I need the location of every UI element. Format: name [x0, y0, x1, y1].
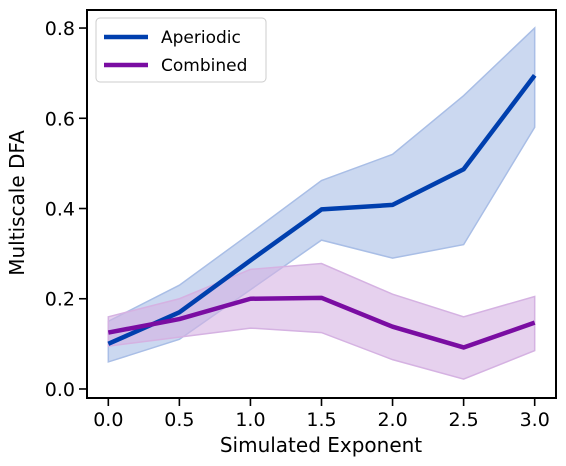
x-tick-label: 2.0	[377, 409, 407, 431]
line-aperiodic	[107, 74, 537, 346]
y-tick-label: 0.6	[45, 108, 75, 130]
legend-label-combined: Combined	[161, 56, 247, 76]
y-tick-label: 0.8	[45, 18, 75, 40]
x-tick-label: 3.0	[520, 409, 550, 431]
x-tick-label: 0.0	[93, 409, 123, 431]
y-axis-ticks: 0.0 0.2 0.4 0.6 0.8	[45, 18, 87, 401]
y-axis-label: Multiscale DFA	[5, 130, 29, 276]
x-axis-label: Simulated Exponent	[220, 433, 422, 457]
confidence-bands	[107, 26, 536, 380]
x-tick-label: 2.5	[449, 409, 479, 431]
x-axis-ticks: 0.0 0.5 1.0 1.5 2.0 2.5 3.0	[93, 398, 550, 431]
y-tick-label: 0.0	[45, 379, 75, 401]
y-tick-label: 0.2	[45, 289, 75, 311]
line-combined	[107, 295, 536, 350]
legend: Aperiodic Combined	[95, 17, 267, 83]
x-tick-label: 1.5	[306, 409, 336, 431]
legend-label-aperiodic: Aperiodic	[161, 28, 241, 48]
x-tick-label: 1.0	[235, 409, 265, 431]
x-tick-label: 0.5	[164, 409, 194, 431]
y-tick-label: 0.4	[45, 199, 75, 221]
band-combined	[107, 262, 536, 380]
series-lines	[107, 74, 537, 350]
